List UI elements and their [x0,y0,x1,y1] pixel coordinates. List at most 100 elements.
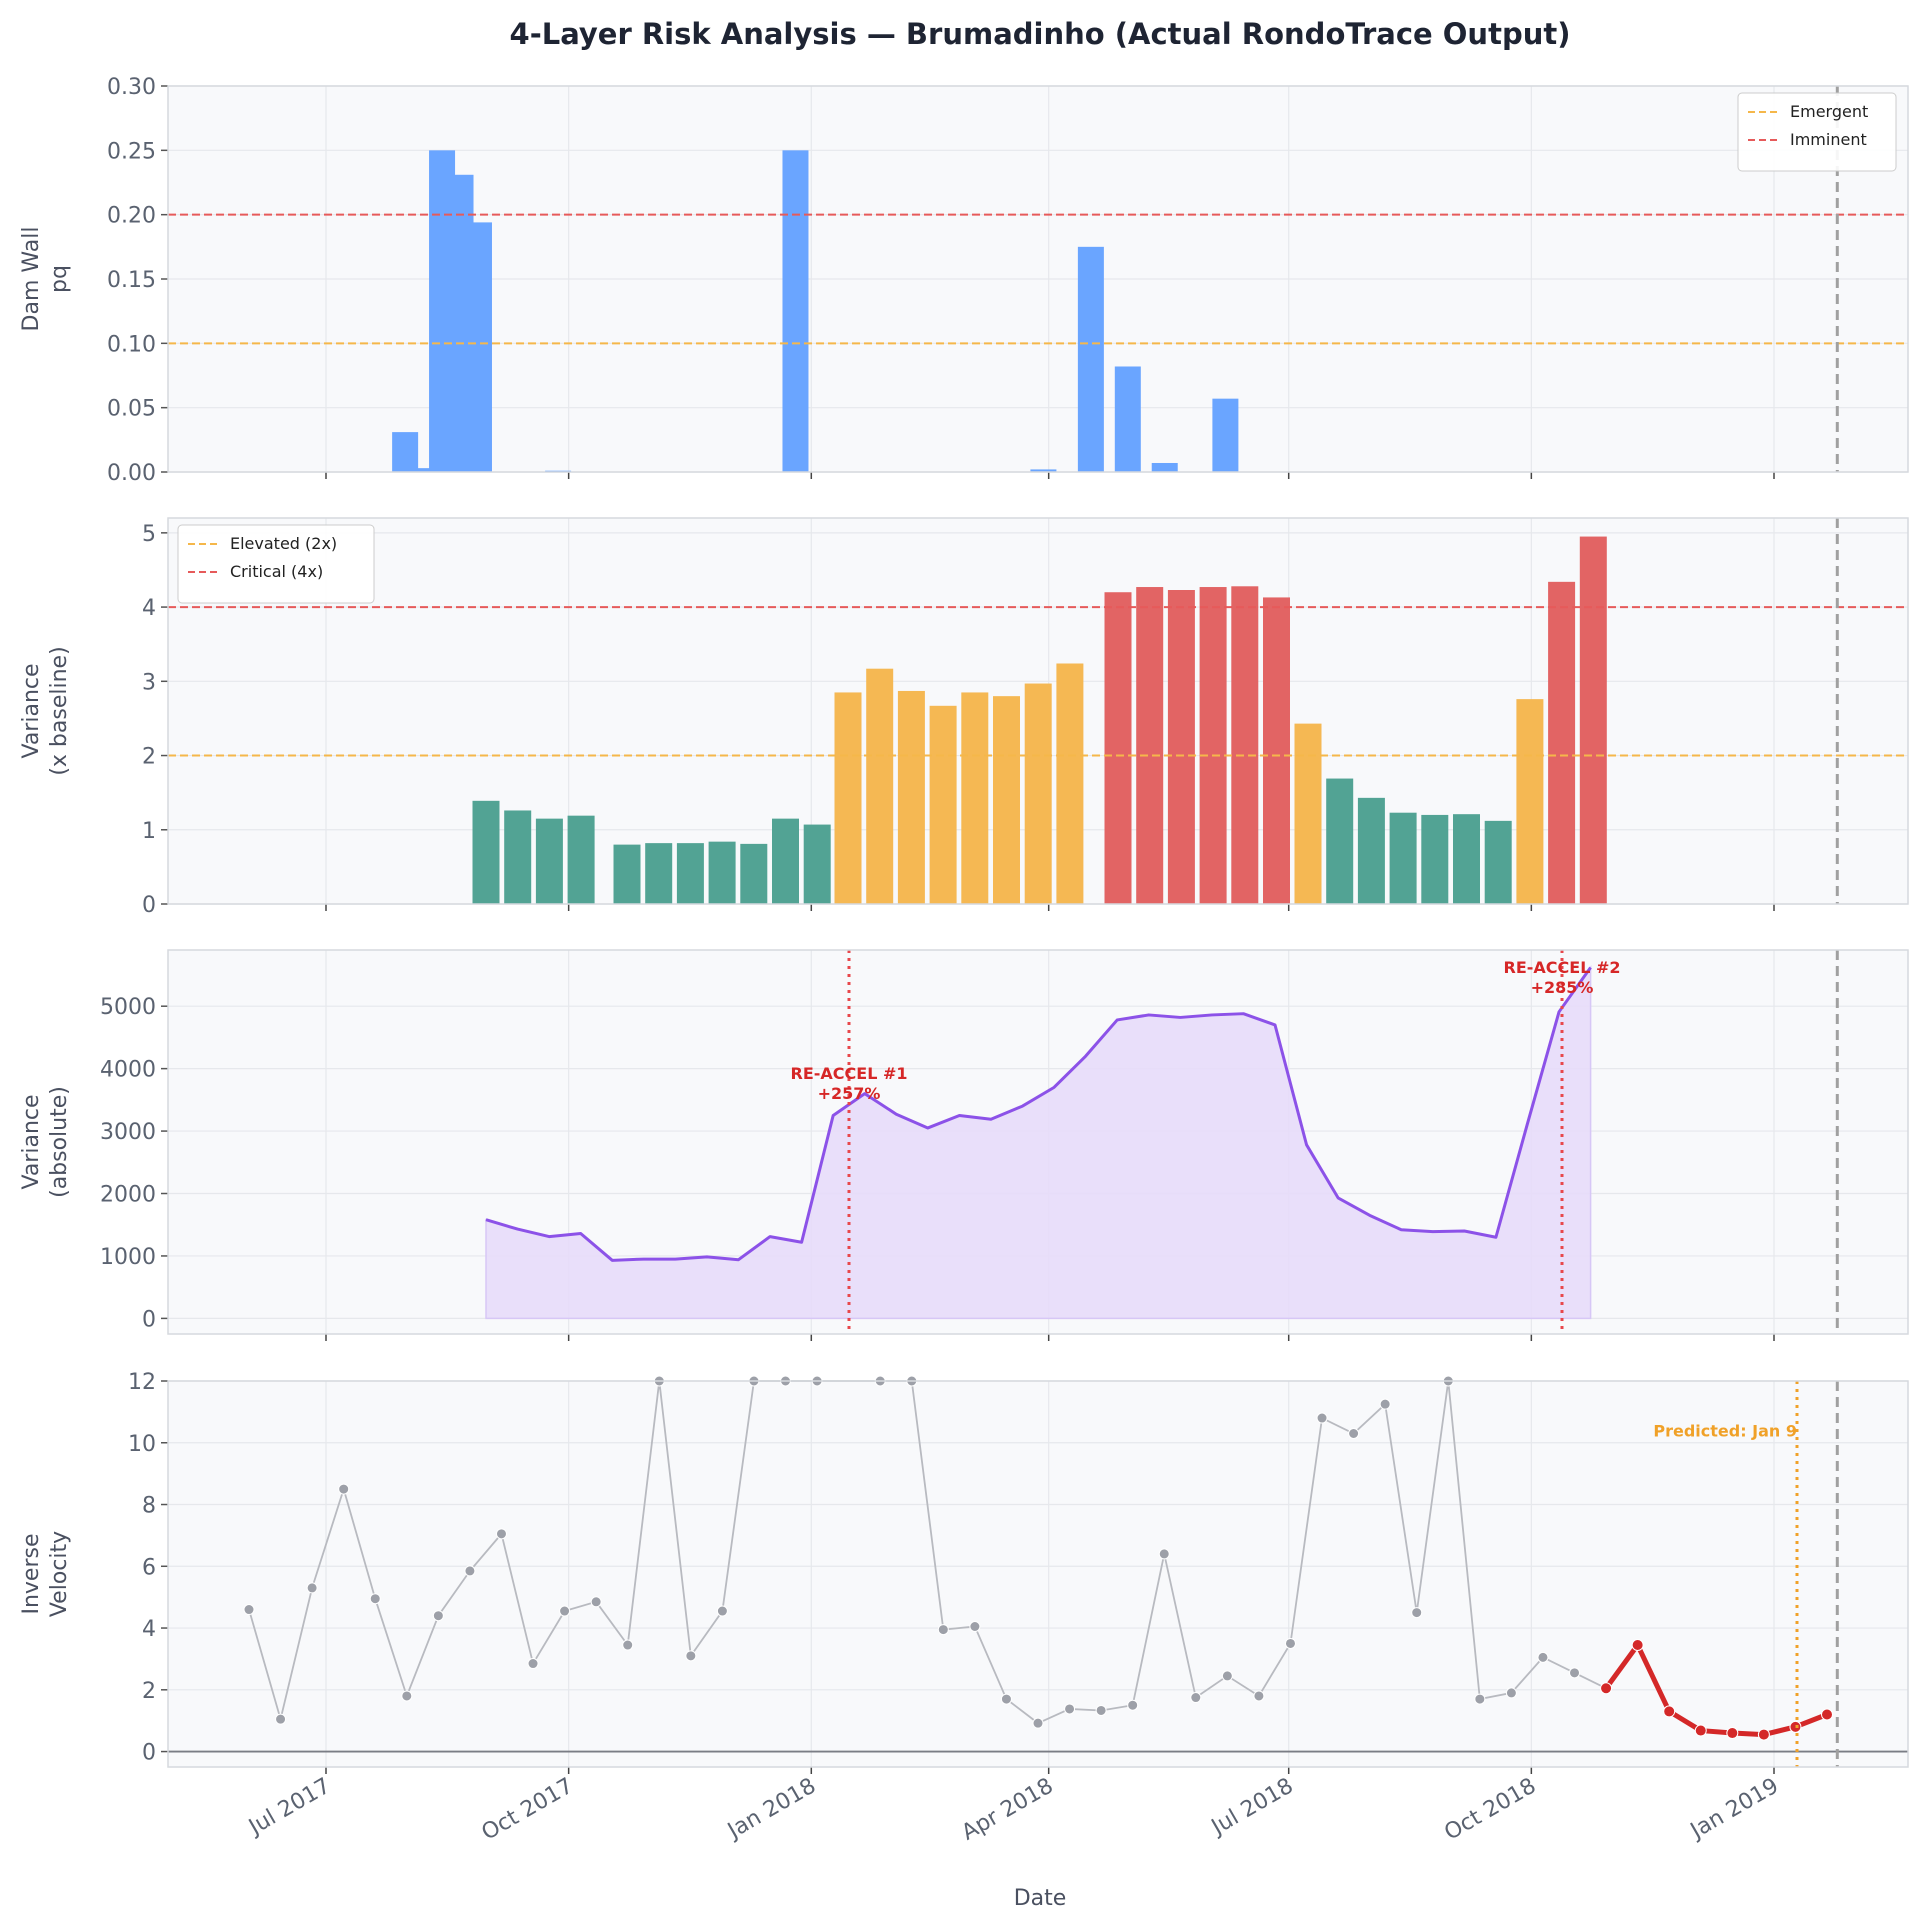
variance-line [485,966,1592,1262]
history-point [1032,1717,1044,1729]
bar [961,692,989,904]
bar [392,432,419,472]
bar [535,818,563,904]
y-tick-label: 2 [142,745,156,770]
bar [1151,462,1178,472]
recent-point [1663,1705,1676,1718]
history-point [622,1639,634,1651]
bar [1030,469,1057,472]
panel-border [167,1380,1909,1768]
history-point [1190,1692,1202,1704]
history-point [275,1713,287,1725]
bar [1579,536,1607,904]
history-point [495,1528,507,1540]
history-point [1158,1548,1170,1560]
y-tick-label: 4 [142,1617,156,1642]
bar [1453,814,1480,904]
legend-entry: Elevated (2x) [230,534,337,553]
y-axis-label: (absolute) [47,1086,72,1198]
panel-border [167,85,1909,473]
y-axis-label: Velocity [47,1531,72,1617]
bar [1294,723,1322,904]
legend-entry: Imminent [1790,130,1867,149]
bar [834,692,862,904]
y-tick-label: 0.00 [107,461,156,486]
history-point [685,1650,697,1662]
bar [1077,246,1104,472]
history-point [1284,1637,1296,1649]
recent-point [1631,1639,1644,1652]
bar [1199,587,1227,904]
y-tick-label: 10 [128,1432,156,1457]
bar [410,468,437,472]
bar [1104,592,1132,904]
history-point [1316,1412,1328,1424]
bar [1548,581,1576,904]
bar [645,843,673,904]
bar [613,844,641,904]
reaccel-annotation: +257% [818,1084,881,1103]
bar [1056,663,1084,904]
bar [708,841,736,904]
history-point [937,1624,949,1636]
bar [567,815,595,904]
bar [993,696,1020,904]
bar [803,824,831,904]
history-point [1569,1667,1581,1679]
legend [1737,92,1897,172]
history-point [527,1658,539,1670]
y-tick-label: 5000 [100,995,156,1020]
history-point [559,1605,571,1617]
y-tick-label: 6 [142,1555,156,1580]
history-point [1127,1699,1139,1711]
panel-border [167,949,1909,1335]
recent-point [1789,1720,1802,1733]
bar [1516,699,1544,904]
history-point [716,1605,728,1617]
panel-background [168,1381,1908,1767]
bar [1389,812,1417,904]
y-tick-label: 8 [142,1494,156,1519]
y-tick-label: 4000 [100,1058,156,1083]
panel-variance-baseline: 0 1 2 3 4 5 Variance (x baseline) Elevated (2x) C… [19,517,1909,918]
y-tick-label: 0 [142,893,156,918]
history-point [338,1483,350,1495]
history-point [1000,1693,1012,1705]
history-point [1505,1687,1517,1699]
history-point [1095,1704,1107,1716]
bar [897,690,925,904]
bar [1357,797,1385,904]
y-axis-label: pq [47,265,72,293]
bar [1263,597,1290,904]
bar [1231,586,1259,904]
y-tick-label: 4 [142,596,156,621]
bar [740,843,768,904]
chart-title: 4-Layer Risk Analysis — Brumadinho (Actu… [510,17,1571,51]
bar [472,800,500,904]
panel-inverse-velocity: 0 2 4 6 8 10 12 Inverse Velocity Predicted: Jan 9 [19,1370,1909,1774]
legend-entry: Critical (4x) [230,562,323,581]
history-point [1348,1427,1360,1439]
y-tick-label: 2000 [100,1183,156,1208]
y-axis-label: (x baseline) [47,646,72,775]
bar [772,818,799,904]
y-tick-label: 12 [128,1370,156,1395]
y-tick-label: 0.20 [107,204,156,229]
history-point [1411,1607,1423,1619]
history-point [1064,1703,1076,1715]
history-point [432,1610,444,1622]
y-axis-label: Variance [19,663,44,758]
legend [177,524,375,604]
bar [504,810,532,904]
reaccel-annotation: RE-ACCEL #1 [791,1064,908,1083]
history-point [243,1604,255,1616]
bar [465,222,492,472]
reaccel-annotation: +285% [1531,978,1594,997]
y-tick-label: 0.05 [107,397,156,422]
history-point [464,1565,476,1577]
y-tick-label: 5 [142,522,156,547]
y-tick-label: 1 [142,819,156,844]
recent-point [1821,1708,1833,1721]
bar [1136,587,1164,904]
